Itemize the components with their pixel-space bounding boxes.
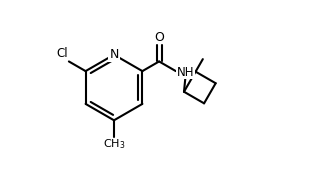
Text: NH: NH [177, 66, 194, 79]
Text: O: O [154, 30, 164, 44]
Text: Cl: Cl [56, 47, 68, 60]
Text: N: N [109, 48, 119, 61]
Text: CH$_3$: CH$_3$ [103, 138, 125, 151]
